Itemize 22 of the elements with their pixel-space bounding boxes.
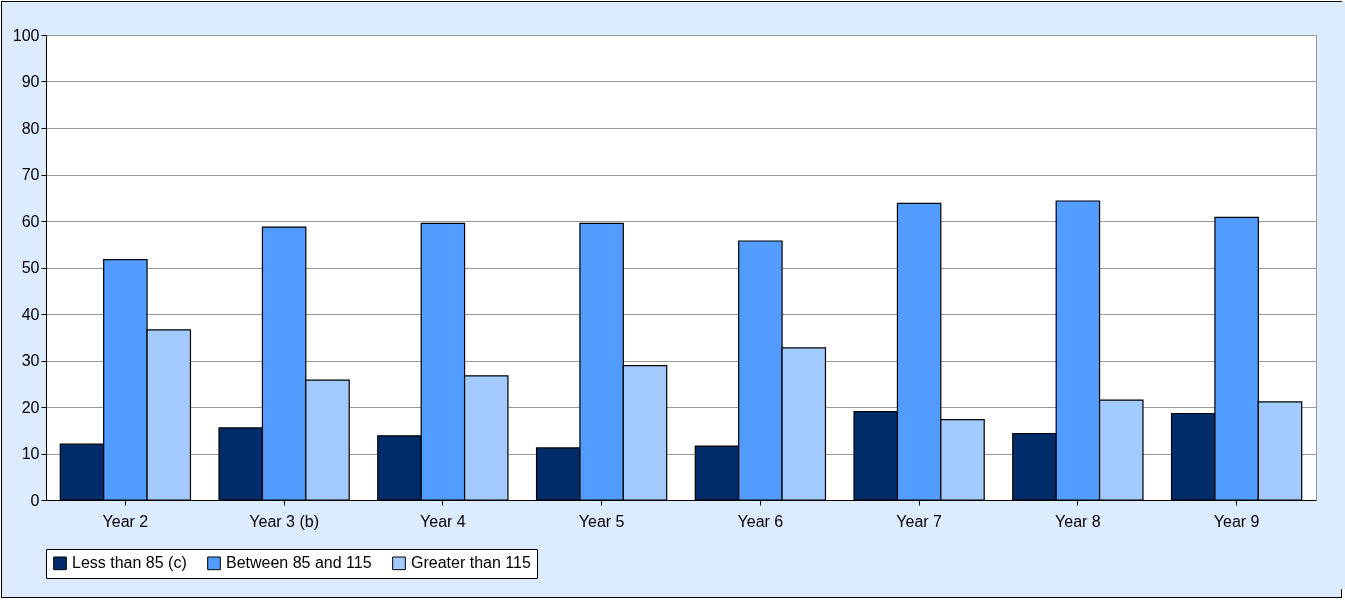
x-tick-label: Year 8 [1055, 512, 1101, 530]
y-tick-label: 70 [21, 166, 40, 183]
legend-label: Between 85 and 115 [226, 554, 372, 572]
legend-label: Less than 85 (c) [72, 554, 187, 572]
x-tick-label: Year 5 [578, 512, 625, 530]
y-tick-label: 80 [21, 119, 40, 137]
y-tick-label: 10 [21, 445, 40, 462]
y-tick-label: 90 [21, 73, 40, 90]
x-tick-label: Year 2 [102, 512, 149, 530]
y-tick-label: 100 [12, 26, 40, 44]
y-tick-label: 60 [21, 212, 40, 230]
x-tick-label: Year 6 [737, 512, 784, 530]
y-tick-label: 40 [21, 305, 40, 323]
y-tick-label: 20 [21, 398, 40, 416]
x-tick-label: Year 7 [896, 512, 943, 530]
x-tick-label: Year 3 (b) [249, 512, 319, 530]
legend-label: Greater than 115 [411, 554, 531, 572]
y-tick-label: 30 [21, 352, 40, 369]
y-tick-label: 0 [30, 491, 40, 509]
x-tick-label: Year 4 [420, 512, 466, 530]
y-tick-label: 50 [21, 259, 40, 276]
x-tick-label: Year 9 [1213, 512, 1260, 530]
